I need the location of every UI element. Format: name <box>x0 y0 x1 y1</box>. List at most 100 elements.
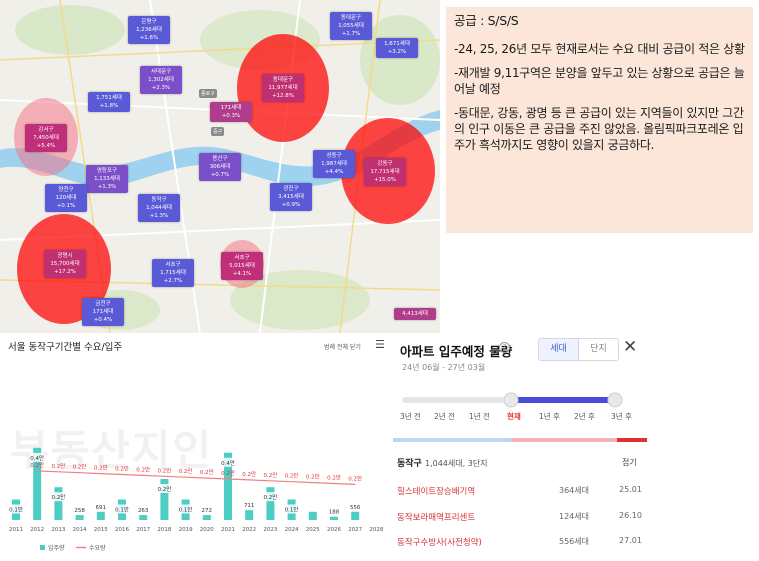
map-view[interactable]: 종로구 중구 은평구 1,236세대 +1.6% 동대문구 1,055세대 +1.7% … <box>0 0 440 333</box>
district-sub: 1,044세대, 3단지 <box>424 459 488 468</box>
bar-label-bg <box>348 501 363 511</box>
bar-label-bg <box>72 505 87 515</box>
district-name: 동작구 <box>397 459 422 469</box>
bar-label-bg <box>199 505 214 515</box>
x-tick-label: 2016 <box>115 527 129 533</box>
analysis-note: 공급 : S/S/S -24, 25, 26년 모두 현재로서는 수요 대비 공… <box>446 7 753 233</box>
map-pin[interactable]: 영등포구 1,133세대 +1.3% <box>86 165 128 193</box>
chart-bar <box>54 487 63 520</box>
seg-complex-button[interactable]: 단지 <box>590 344 607 354</box>
x-tick-label: 2028 <box>369 527 383 533</box>
period-slider[interactable] <box>393 388 653 458</box>
map-pin[interactable]: 서초구 1,715세대 +2.7% <box>152 259 194 287</box>
complex-name[interactable]: 동작구수방사(사전청약) <box>397 538 482 548</box>
legend-label[interactable]: 입주량 <box>48 544 65 552</box>
x-tick-label: 2021 <box>221 527 235 533</box>
bar-label: 0.1만 <box>115 506 129 514</box>
collapse-button[interactable]: 접기 <box>622 458 637 467</box>
list-item[interactable]: 힐스테이트장승배기역 364세대 25.01 <box>397 485 647 501</box>
demand-line <box>37 470 356 485</box>
map-pin[interactable]: 동작구 1,044세대 +1.3% <box>138 194 180 222</box>
list-item[interactable]: 동작보라매역프리센트 124세대 26.10 <box>397 511 647 527</box>
x-tick-label: 2023 <box>263 527 277 533</box>
map-pin[interactable]: 서초구 5,015세대 +4.1% <box>221 252 263 280</box>
complex-name[interactable]: 힐스테이트장승배기역 <box>397 487 476 497</box>
map-pin[interactable]: 강동구 17,715세대 +15.0% <box>364 158 406 186</box>
chart-bar <box>139 515 148 520</box>
tick-label-current: 현재 <box>507 412 521 421</box>
chart-bar <box>330 516 338 520</box>
note-item: -동대문, 강동, 광명 등 큰 공급이 있는 지역들이 있지만 그간의 인구 … <box>454 106 744 152</box>
x-tick-label: 2013 <box>51 527 65 533</box>
bar-label-bg <box>242 500 257 510</box>
demand-supply-chart: 0.1만 2011 0.4만 2012 0.2만 2013 258 2014 691 2015 0.… <box>9 447 384 552</box>
x-tick-label: 2015 <box>94 527 108 533</box>
complex-name[interactable]: 동작보라매역프리센트 <box>397 513 476 523</box>
bar-label-bg <box>284 504 299 514</box>
map-pin[interactable]: 성동구 1,987세대 +4.4% <box>313 150 355 178</box>
map-pin[interactable]: 광진구 3,415세대 +0.9% <box>270 183 312 211</box>
bar-label: 272 <box>202 508 213 514</box>
map-pin[interactable]: 은평구 1,236세대 +1.6% <box>128 16 170 44</box>
map-pin[interactable]: 171세대 +0.3% <box>210 102 252 122</box>
complex-date: 27.01 <box>619 536 642 545</box>
line-label: 0.2만 <box>179 467 193 475</box>
chart-bar <box>266 487 275 520</box>
note-title: 공급 : S/S/S <box>454 13 519 28</box>
district-summary: 동작구 1,044세대, 3단지 <box>397 456 488 469</box>
bar-label-bg <box>30 452 45 462</box>
supply-title: 아파트 입주예정 물량 <box>400 344 513 359</box>
map-pin[interactable]: 동대문구 11,977세대 +12.8% <box>262 74 304 102</box>
line-label: 0.2만 <box>136 465 150 473</box>
map-pin[interactable]: 광명시 15,700세대 +17.2% <box>44 250 86 278</box>
map-pin[interactable]: 서대문구 1,302세대 +2.3% <box>140 66 182 94</box>
line-label: 0.2만 <box>242 470 256 478</box>
legend-label[interactable]: 수요량 <box>89 545 106 552</box>
chart-bar <box>75 515 84 520</box>
line-label: 0.2만 <box>200 468 214 476</box>
close-icon[interactable]: ✕ <box>623 337 638 357</box>
slider-handle-start[interactable] <box>503 392 519 408</box>
x-tick-label: 2014 <box>73 527 87 533</box>
line-label: 0.2만 <box>30 461 44 469</box>
x-tick-label: 2017 <box>136 527 150 533</box>
legend-toggle-button[interactable]: 범례 전체 닫기 <box>324 344 361 351</box>
slider-handle-end[interactable] <box>607 392 623 408</box>
map-pin[interactable]: 동대문구 1,055세대 +1.7% <box>330 12 372 40</box>
complex-count: 556세대 <box>559 537 589 546</box>
bar-label: 0.4만 <box>30 454 44 462</box>
chart-bar <box>308 511 317 520</box>
map-pin[interactable]: 1,671세대 +3.2% <box>376 38 418 58</box>
chart-bar <box>224 452 232 520</box>
note-item: -재개발 9,11구역은 분양을 앞두고 있는 상황으로 공급은 늘어날 예정 <box>454 66 745 96</box>
tick-label: 1년 후 <box>539 412 560 421</box>
x-tick-label: 2025 <box>306 527 320 533</box>
x-tick-label: 2024 <box>285 527 299 533</box>
chart-bar <box>351 511 360 520</box>
bar-label-bg <box>178 504 193 514</box>
bar-label-bg <box>221 457 235 467</box>
map-pin[interactable]: 강서구 7,450세대 +5.4% <box>25 124 67 152</box>
list-item[interactable]: 동작구수방사(사전청약) 556세대 27.01 <box>397 536 647 552</box>
bar-label-bg <box>51 492 66 502</box>
question-icon[interactable]: ? <box>499 342 510 353</box>
line-label: 0.2만 <box>73 463 87 471</box>
seg-unit-button[interactable]: 세대 <box>539 339 579 360</box>
chart-bar <box>96 511 105 520</box>
map-pin[interactable]: 4,413세대 <box>394 308 436 320</box>
slider-bar-future <box>511 438 617 442</box>
bar-label: 0.4만 <box>221 459 235 467</box>
chart-bar <box>245 510 254 520</box>
menu-icon[interactable]: ☰ <box>375 338 385 351</box>
chart-bar <box>33 447 42 520</box>
bar-label-bg <box>157 484 172 493</box>
map-pin[interactable]: 1,751세대 +1.8% <box>88 92 130 112</box>
map-pin[interactable]: 용산구 306세대 +0.7% <box>199 153 241 181</box>
chart-bar <box>160 479 169 520</box>
map-pin[interactable]: 금천구 171세대 +0.4% <box>82 298 124 326</box>
complex-count: 364세대 <box>559 486 589 495</box>
map-pin[interactable]: 양천구 120세대 +0.1% <box>45 184 87 212</box>
complex-date: 26.10 <box>619 511 642 520</box>
x-tick-label: 2011 <box>9 527 23 533</box>
unit-toggle[interactable]: 세대 단지 <box>538 338 619 361</box>
